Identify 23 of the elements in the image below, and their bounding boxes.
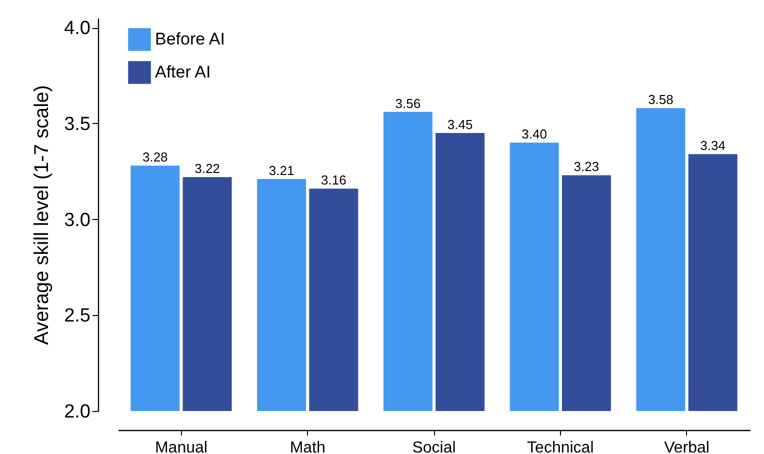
x-tick-label: Social — [412, 440, 456, 454]
data-label: 3.22 — [194, 161, 220, 176]
legend-label: After AI — [155, 62, 211, 82]
data-label: 3.56 — [395, 96, 421, 111]
data-label: 3.40 — [522, 126, 547, 142]
x-tick-label: Verbal — [664, 440, 710, 454]
data-label: 3.23 — [574, 159, 600, 174]
data-label: 3.16 — [321, 172, 346, 188]
data-label: 3.58 — [648, 92, 674, 108]
y-tick-label: 2.5 — [64, 306, 90, 327]
data-label: 3.28 — [142, 150, 168, 165]
x-tick-label: Math — [290, 440, 326, 454]
y-tick-label: 4.0 — [64, 18, 90, 40]
y-tick-label: 2.0 — [64, 402, 90, 422]
y-axis-title: Average skill level (1-7 scale) — [31, 85, 54, 345]
x-tick-label: Manual — [154, 440, 208, 454]
data-label: 3.21 — [268, 163, 294, 178]
y-tick-label: 3.5 — [64, 114, 90, 135]
data-label: 3.34 — [700, 138, 726, 154]
x-tick-label: Technical — [527, 440, 594, 454]
data-label: 3.45 — [447, 117, 473, 132]
y-tick-label: 3.0 — [64, 210, 90, 231]
legend-label: Before AI — [155, 30, 225, 48]
